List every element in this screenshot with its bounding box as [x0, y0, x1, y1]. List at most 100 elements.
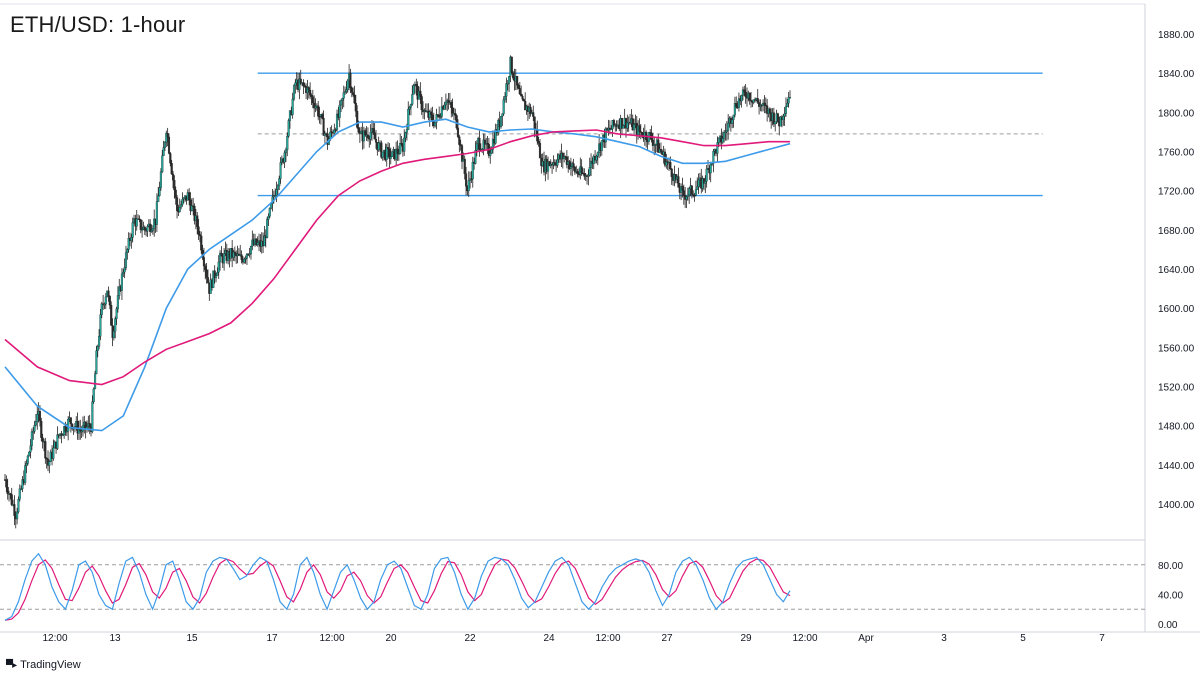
candle-body [298, 78, 301, 90]
candle-body [568, 161, 571, 169]
candle-body [118, 286, 121, 296]
candle-body [302, 82, 305, 86]
candle-body [756, 98, 759, 103]
candle-body [475, 143, 478, 151]
stochastic-oscillator [0, 552, 1145, 621]
candle-body [198, 234, 201, 237]
candle-body [774, 121, 777, 125]
candle-body [533, 116, 536, 130]
price-tick-label: 1520.00 [1158, 383, 1195, 394]
candle-body [633, 124, 636, 131]
candle-body [275, 189, 278, 196]
tradingview-branding[interactable]: ▀▸ TradingView [6, 659, 81, 671]
candle-body [71, 423, 74, 430]
candle-body [61, 434, 64, 437]
time-axis[interactable]: 12:00 13 15 17 12:00 20 22 24 12:00 27 29 12:00 Apr 3… [42, 633, 1105, 644]
candle-body [731, 119, 734, 124]
candle-body [155, 201, 158, 225]
candle-body [638, 125, 641, 132]
candle-body [217, 261, 220, 273]
candle-body [688, 188, 691, 196]
candle-body [403, 137, 406, 152]
time-tick-label: 22 [464, 633, 476, 644]
candle-body [321, 114, 324, 119]
candle-body [266, 219, 269, 238]
candle-body [357, 127, 360, 133]
candle-body [686, 194, 689, 197]
candle-body [561, 153, 564, 160]
candle-body [6, 487, 9, 495]
candle-body [786, 102, 789, 107]
candle-body [732, 114, 735, 120]
candle-body [415, 84, 418, 87]
candle-body [157, 195, 160, 202]
candle-body [25, 463, 28, 466]
stochastic-k-line [4, 552, 791, 621]
oscillator-tick-label: 0.00 [1158, 620, 1178, 631]
candle-body [704, 181, 707, 184]
candle-body [362, 130, 365, 142]
candle-body [150, 230, 153, 232]
candle-body [709, 164, 712, 174]
candle-body [342, 92, 345, 99]
price-axis[interactable]: 1400.00 1440.00 1480.00 1520.00 1560.00 1600.… [1158, 30, 1195, 511]
candle-body [364, 130, 367, 136]
candle-body [508, 76, 511, 84]
candle-body [107, 290, 110, 297]
candle-body [702, 178, 706, 184]
candle-body [193, 206, 196, 221]
candle-body [248, 253, 251, 255]
candle-body [139, 219, 142, 230]
candle-body [588, 167, 591, 176]
candle-body [167, 136, 171, 154]
candle-body [165, 132, 168, 143]
candle-body [196, 215, 199, 227]
candle-body [565, 156, 568, 165]
candle-body [494, 129, 497, 144]
candle-body [372, 128, 375, 133]
candle-body [373, 132, 376, 140]
candle-body [317, 105, 320, 117]
candle-body [412, 85, 415, 95]
candle-body [387, 147, 390, 150]
candle-body [411, 94, 414, 105]
candle-body [112, 330, 115, 338]
candle-body [380, 142, 383, 158]
candle-body [556, 159, 559, 166]
candle-body [381, 151, 384, 158]
candle-body [489, 153, 492, 156]
candle-body [214, 275, 218, 278]
candle-body [583, 173, 586, 177]
candle-body [420, 96, 423, 111]
candle-body [478, 138, 481, 150]
fast-moving-average-line[interactable] [4, 118, 791, 432]
candle-body [725, 130, 728, 133]
price-tick-label: 1400.00 [1158, 500, 1195, 511]
candle-body [99, 314, 102, 337]
candle-body [724, 131, 727, 134]
candle-body [474, 150, 477, 164]
candle-body [17, 499, 20, 513]
time-tick-label: 12:00 [595, 633, 620, 644]
price-tick-label: 1600.00 [1158, 304, 1195, 315]
candle-body [697, 179, 700, 187]
candle-body [346, 80, 349, 90]
candle-body [104, 296, 107, 305]
candle-body [178, 206, 181, 212]
candle-body [158, 187, 161, 196]
candle-body [100, 303, 103, 315]
candle-body [44, 441, 47, 459]
slow-moving-average-line[interactable] [4, 129, 790, 386]
candle-body [291, 98, 294, 115]
candle-body [288, 110, 292, 121]
candle-body [388, 148, 391, 159]
candle-body [399, 143, 402, 154]
chart-title: ETH/USD: 1-hour [10, 12, 186, 37]
candle-body [98, 336, 101, 347]
time-tick-label: Apr [858, 633, 874, 644]
candle-body [389, 156, 392, 159]
candle-body [405, 129, 408, 133]
candle-body [486, 143, 489, 145]
